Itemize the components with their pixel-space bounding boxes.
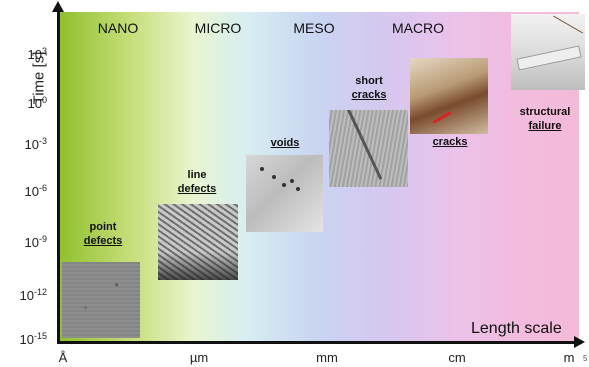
x-tick: Å (58, 350, 68, 365)
scale-label-meso: MESO (293, 20, 335, 36)
x-tick: µm (189, 350, 209, 365)
x-tick: m (563, 350, 575, 365)
structural-failure-image (511, 14, 585, 90)
point-defects-image (62, 262, 140, 338)
y-tick: 100 (27, 95, 47, 111)
y-axis-arrow-icon (52, 1, 64, 12)
short-cracks-image (329, 110, 408, 187)
cracks-image (410, 58, 488, 134)
y-tick: 10-12 (19, 287, 47, 303)
y-tick: 10-15 (19, 331, 47, 347)
x-tick: cm (448, 350, 466, 365)
y-tick: 10-6 (24, 183, 47, 199)
label-structural-failure: structural failure (519, 106, 571, 132)
y-tick: 103 (27, 46, 47, 62)
label-voids: voids (270, 137, 300, 149)
x-tick-subscript: 5 (583, 354, 588, 363)
label-point-defects: point defects (83, 221, 123, 247)
x-axis-arrow-icon (574, 336, 585, 348)
scale-label-micro: MICRO (194, 20, 242, 36)
label-cracks: cracks (432, 136, 468, 148)
voids-image (246, 155, 323, 232)
label-line-defects: line defects (177, 169, 217, 195)
y-tick: 10-3 (24, 136, 47, 152)
y-tick: 10-9 (24, 234, 47, 250)
label-short-cracks: short cracks (351, 75, 387, 101)
scale-label-macro: MACRO (391, 20, 445, 36)
x-tick: mm (316, 350, 338, 365)
scale-label-nano: NANO (97, 20, 139, 36)
x-axis-title: Length scale (471, 320, 562, 337)
y-axis-line (57, 8, 60, 344)
arrow-icon (432, 111, 452, 124)
x-axis-line (57, 341, 576, 344)
line-defects-image (158, 204, 238, 280)
